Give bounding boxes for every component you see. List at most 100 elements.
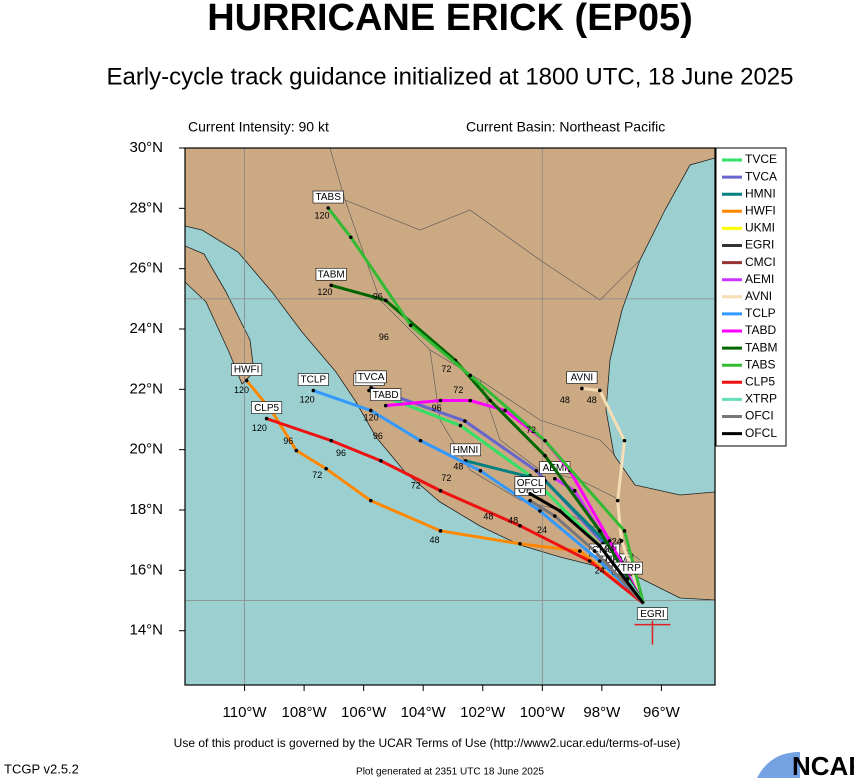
track-point xyxy=(622,438,627,443)
track-label-box xyxy=(297,373,329,386)
track-point xyxy=(553,514,557,518)
hour-label: 48 xyxy=(508,515,518,525)
track-label-box xyxy=(636,607,668,620)
x-tick-label: 98°W xyxy=(583,704,621,721)
y-tick-label: 26°N xyxy=(129,260,163,277)
track-label: AVNI xyxy=(571,373,594,384)
basin: Current Basin: Northeast Pacific xyxy=(466,119,665,135)
track-point xyxy=(326,206,331,210)
legend-label: OFCL xyxy=(745,426,777,440)
track-point xyxy=(553,476,557,481)
y-tick-label: 18°N xyxy=(129,501,163,518)
track-label: XTRP xyxy=(614,563,641,574)
track-label-box xyxy=(315,267,347,281)
track-label: CLP5 xyxy=(254,403,279,414)
track-point xyxy=(528,498,532,503)
track-point xyxy=(368,408,373,413)
track-point xyxy=(468,398,473,403)
track xyxy=(385,399,645,605)
hour-label: 72 xyxy=(526,425,536,435)
track-point xyxy=(368,498,373,503)
logo-text: NCAR xyxy=(792,751,854,780)
hour-label: 48 xyxy=(587,395,597,405)
track-point xyxy=(543,438,547,443)
track-point xyxy=(468,373,473,378)
track-point xyxy=(580,386,584,391)
x-tick-label: 104°W xyxy=(401,704,447,721)
hour-label: 48 xyxy=(483,511,493,521)
hour-label: 96 xyxy=(336,448,346,458)
y-tick-label: 30°N xyxy=(129,139,163,156)
legend-label: TVCE xyxy=(745,152,777,166)
x-tick-label: 106°W xyxy=(341,704,387,721)
generated: Plot generated at 2351 UTC 18 June 2025 xyxy=(356,767,544,778)
x-tick-label: 100°W xyxy=(520,704,566,721)
track-label: TABD xyxy=(373,390,399,401)
track-point xyxy=(438,529,443,533)
hour-label: 96 xyxy=(283,436,293,446)
y-tick-label: 14°N xyxy=(129,622,163,639)
hour-label: 48 xyxy=(560,395,570,405)
y-tick-label: 22°N xyxy=(129,380,163,397)
hour-label: 72 xyxy=(411,480,421,490)
hour-label: 96 xyxy=(373,292,383,302)
track-label-box xyxy=(566,371,598,384)
track-point xyxy=(379,459,383,463)
y-tick-label: 16°N xyxy=(129,561,163,578)
track-label: OFCI xyxy=(518,485,542,496)
track-label-box xyxy=(514,476,546,490)
track-point xyxy=(578,549,582,553)
track-point xyxy=(383,298,388,303)
track-point xyxy=(615,498,620,503)
track-point xyxy=(438,398,443,403)
hour-label: 120 xyxy=(364,412,379,422)
track-point xyxy=(597,559,602,563)
track-point xyxy=(534,469,539,473)
track-point xyxy=(597,388,602,393)
legend-label: TCLP xyxy=(745,306,776,320)
track-point xyxy=(572,488,577,493)
track-point xyxy=(543,453,547,458)
track-point xyxy=(538,509,542,513)
track-point xyxy=(418,438,423,443)
y-tick-label: 20°N xyxy=(129,441,163,458)
track-label-box xyxy=(231,363,263,376)
hour-label: 96 xyxy=(379,332,389,342)
track-point xyxy=(518,523,522,528)
track-point xyxy=(438,488,443,493)
y-tick-label: 24°N xyxy=(129,320,163,337)
track-point xyxy=(587,559,592,563)
legend-label: EGRI xyxy=(745,238,774,252)
track-point xyxy=(329,283,333,288)
track-point xyxy=(294,448,299,453)
track-label: HMNI xyxy=(453,445,479,456)
map-base xyxy=(185,148,715,685)
track-label-box xyxy=(449,443,481,457)
track-point xyxy=(264,416,269,421)
hour-label: 72 xyxy=(441,364,451,374)
x-tick-label: 102°W xyxy=(460,704,506,721)
track-point xyxy=(349,235,353,240)
legend-label: TABS xyxy=(745,357,775,371)
ncar-logo: NCAR xyxy=(757,751,854,780)
track-label: TVCA xyxy=(358,372,385,383)
track xyxy=(529,499,645,605)
track-label-box xyxy=(370,388,402,401)
hour-label: 96 xyxy=(432,403,442,413)
legend-label: UKMI xyxy=(745,221,775,235)
title: HURRICANE ERICK (EP05) xyxy=(207,0,693,39)
hour-label: 24 xyxy=(612,536,622,546)
intensity: Current Intensity: 90 kt xyxy=(188,119,329,135)
track-point xyxy=(488,398,492,403)
track-label-box xyxy=(355,370,387,384)
track-point xyxy=(518,542,522,546)
track-label-box xyxy=(251,401,283,414)
track-point xyxy=(408,323,413,328)
track-point xyxy=(528,491,532,496)
track-point xyxy=(622,529,627,533)
track-point xyxy=(367,388,371,393)
track-label: HWFI xyxy=(234,365,260,376)
legend-label: TVCA xyxy=(745,169,777,183)
track-label: TABM xyxy=(318,269,345,280)
hour-label: 120 xyxy=(317,287,332,297)
